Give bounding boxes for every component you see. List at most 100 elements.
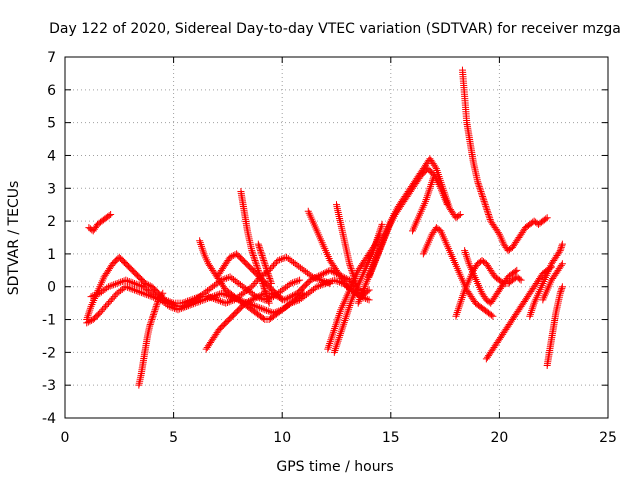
data-point — [125, 277, 133, 285]
data-point — [151, 307, 159, 315]
grid-lines — [65, 57, 608, 418]
data-point — [339, 322, 347, 330]
data-point — [113, 279, 121, 287]
data-point — [365, 273, 373, 281]
data-point — [167, 303, 175, 311]
data-point — [459, 292, 467, 300]
data-point — [249, 295, 257, 303]
data-point — [262, 291, 270, 299]
data-point — [147, 317, 155, 325]
data-point — [146, 322, 154, 330]
data-point — [367, 269, 375, 277]
data-point — [425, 188, 433, 196]
data-point — [380, 235, 388, 243]
data-point — [333, 341, 341, 349]
data-point — [153, 299, 161, 307]
data-point — [456, 301, 464, 309]
data-point — [485, 211, 493, 219]
data-point — [481, 201, 489, 209]
data-point — [248, 283, 256, 291]
data-point — [319, 270, 327, 278]
data-point — [153, 301, 161, 309]
series-s13 — [330, 220, 386, 356]
data-point — [249, 301, 257, 309]
data-point — [306, 276, 314, 284]
data-point — [332, 321, 340, 329]
data-point — [480, 196, 488, 204]
data-point — [485, 212, 493, 220]
data-point — [322, 279, 330, 287]
data-point — [440, 192, 448, 200]
data-point — [104, 299, 112, 307]
data-point — [207, 293, 215, 301]
series-s19 — [452, 256, 525, 320]
data-point — [259, 255, 267, 263]
data-point — [558, 240, 566, 248]
data-point — [425, 186, 433, 194]
data-point — [217, 297, 225, 305]
data-point — [258, 276, 266, 284]
data-point — [154, 297, 162, 305]
data-point — [259, 281, 267, 289]
data-point — [115, 279, 123, 287]
data-point — [243, 298, 251, 306]
data-point — [97, 307, 105, 315]
data-point — [287, 293, 295, 301]
data-point — [218, 298, 226, 306]
y-axis-label: SDTVAR / TECUs — [6, 181, 22, 296]
data-point — [328, 332, 336, 340]
data-point — [292, 277, 300, 285]
data-point — [277, 295, 285, 303]
data-point — [111, 280, 119, 288]
data-point — [112, 291, 120, 299]
data-point — [364, 287, 372, 295]
data-point — [125, 284, 133, 292]
data-point — [255, 242, 263, 250]
data-point — [147, 319, 155, 327]
data-point — [477, 188, 485, 196]
data-point — [374, 249, 382, 257]
data-point — [251, 256, 259, 264]
series-s9 — [237, 188, 273, 307]
data-point — [84, 318, 92, 326]
data-point — [486, 214, 494, 222]
data-point — [340, 320, 348, 328]
data-point — [254, 266, 262, 274]
data-point — [329, 328, 337, 336]
data-point — [474, 178, 482, 186]
data-point — [517, 276, 525, 284]
data-point — [248, 296, 256, 304]
data-point — [452, 312, 460, 320]
data-point — [333, 339, 341, 347]
data-point — [342, 313, 350, 321]
series-s10 — [254, 240, 275, 287]
data-point — [214, 291, 222, 299]
data-point — [375, 247, 383, 255]
data-point — [438, 188, 446, 196]
data-point — [527, 309, 535, 317]
data-point — [215, 297, 223, 305]
data-point — [99, 306, 107, 314]
data-point — [262, 289, 270, 297]
data-point — [558, 260, 566, 268]
y-tick-label: 1 — [47, 247, 56, 263]
data-point — [148, 314, 156, 322]
data-point — [330, 276, 338, 284]
data-point — [219, 290, 227, 298]
data-point — [262, 263, 270, 271]
data-point — [426, 184, 434, 192]
data-point — [325, 278, 333, 286]
data-point — [486, 215, 494, 223]
data-point — [443, 199, 451, 207]
data-point — [250, 302, 258, 310]
data-point — [455, 212, 463, 220]
data-point — [294, 277, 302, 285]
data-point — [287, 279, 295, 287]
data-point — [372, 256, 380, 264]
data-point — [289, 279, 297, 287]
data-point — [277, 255, 285, 263]
data-point — [337, 328, 345, 336]
data-point — [198, 242, 206, 250]
data-point — [271, 260, 279, 268]
